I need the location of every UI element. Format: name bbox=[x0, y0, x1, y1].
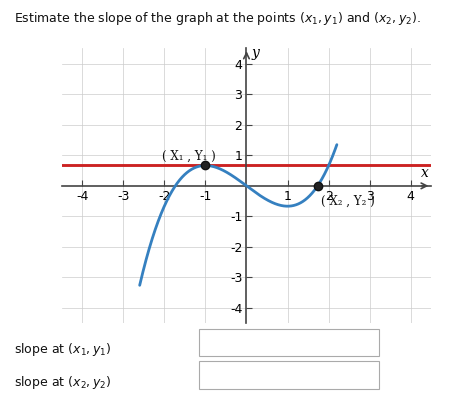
Text: x: x bbox=[421, 166, 429, 180]
Text: y: y bbox=[251, 46, 259, 60]
Text: slope at $(x_2, y_2)$: slope at $(x_2, y_2)$ bbox=[14, 374, 112, 391]
Text: slope at $(x_1, y_1)$: slope at $(x_1, y_1)$ bbox=[14, 341, 112, 358]
Text: Estimate the slope of the graph at the points $(x_1, y_1)$ and $(x_2, y_2)$.: Estimate the slope of the graph at the p… bbox=[14, 10, 421, 27]
Text: ( X₂ , Y₂ ): ( X₂ , Y₂ ) bbox=[321, 194, 374, 207]
Text: ( X₁ , Y₁ ): ( X₁ , Y₁ ) bbox=[162, 150, 216, 163]
